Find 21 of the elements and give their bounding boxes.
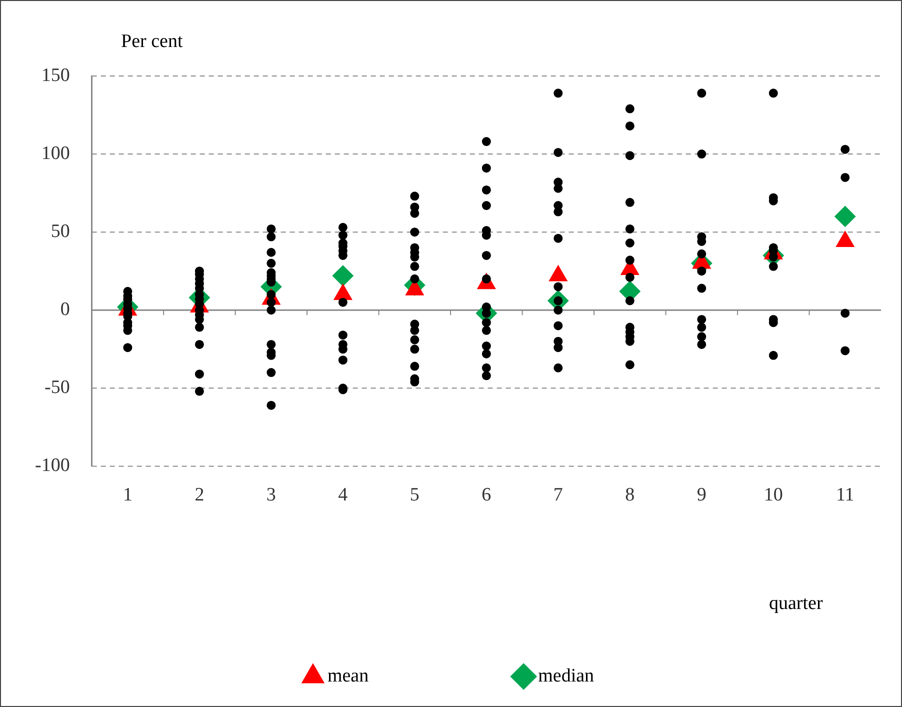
x-tick-label: 4 [338, 484, 348, 506]
x-tick-label: 1 [122, 484, 132, 506]
x-tick-label: 2 [194, 484, 204, 506]
x-tick-label: 3 [266, 484, 276, 506]
y-tick-label: -100 [35, 455, 70, 476]
x-tick-label: 7 [553, 484, 563, 506]
x-tick-label: 5 [410, 484, 420, 506]
y-tick-label: 0 [60, 299, 70, 320]
x-axis-title: quarter [769, 593, 823, 615]
y-axis-title: Per cent [121, 31, 183, 53]
legend-label: mean [327, 665, 370, 686]
y-tick-label: 50 [50, 221, 70, 242]
x-tick-label: 10 [764, 484, 783, 506]
y-tick-label: 100 [41, 143, 70, 164]
x-tick-label: 11 [836, 484, 854, 506]
y-tick-label: -50 [44, 377, 70, 398]
x-tick-label: 6 [482, 484, 492, 506]
y-tick-label: 150 [41, 64, 70, 86]
x-tick-label: 9 [696, 484, 706, 506]
legend-label: median [538, 665, 595, 686]
x-tick-label: 8 [625, 484, 635, 506]
